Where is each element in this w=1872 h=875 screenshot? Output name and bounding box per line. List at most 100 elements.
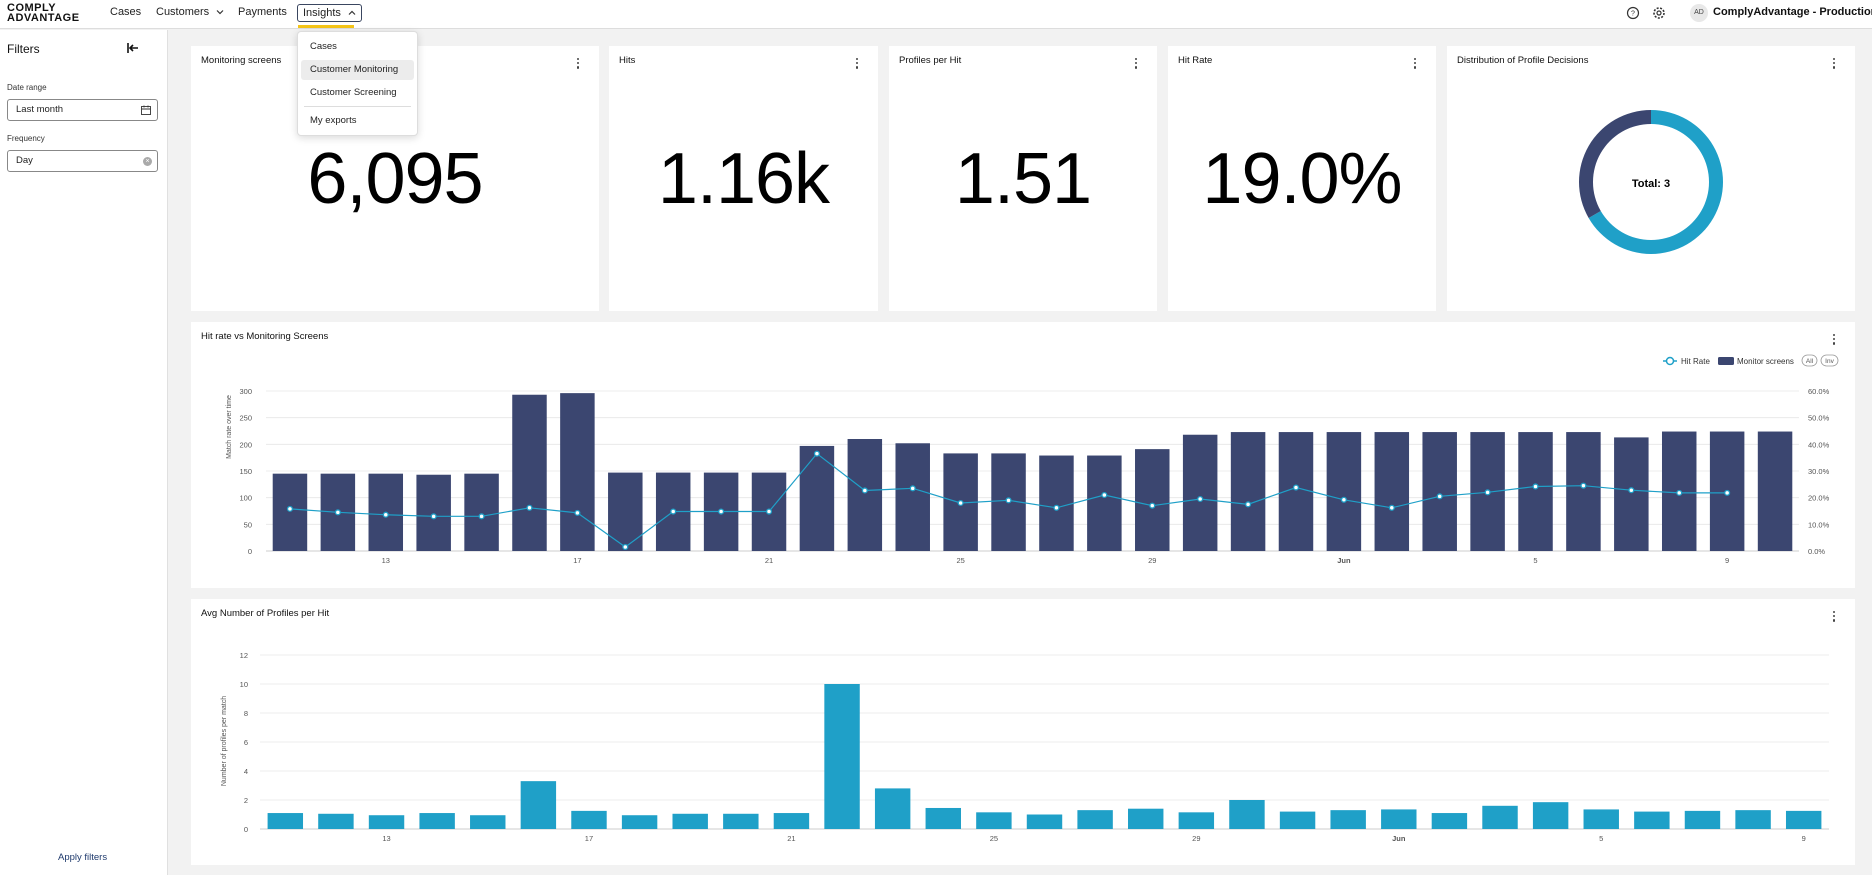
distribution-card: Distribution of Profile Decisions Total:… — [1447, 46, 1855, 311]
y-tick-label: 100 — [239, 494, 252, 503]
hit-rate-point — [1101, 491, 1108, 499]
x-tick-label: Jun — [1392, 834, 1406, 843]
bar-profiles-per-hit — [773, 813, 810, 829]
nav-payments[interactable]: Payments — [238, 0, 287, 25]
hit-rate-point — [382, 511, 389, 518]
monitoring-screens-card: Monitoring screens 6,095 — [191, 46, 599, 311]
y-tick-label: 10 — [240, 680, 248, 689]
filters-title: Filters — [7, 42, 40, 56]
apply-filters-button[interactable]: Apply filters — [58, 852, 108, 863]
x-tick-label: Jun — [1337, 556, 1351, 565]
bar-profiles-per-hit — [1532, 802, 1569, 829]
help-icon[interactable]: ? — [1625, 5, 1641, 21]
hit-rate-point — [1676, 489, 1683, 496]
more-options-icon[interactable] — [1135, 58, 1139, 70]
legend-monitor-label: Monitor screens — [1737, 357, 1794, 366]
bar-monitor-screens — [1039, 455, 1074, 551]
menu-item-cases[interactable]: Cases — [310, 41, 337, 52]
chart-legend: Hit Rate Monitor screens All Inv — [1663, 354, 1839, 367]
date-range-label: Date range — [7, 83, 47, 92]
nav-cases[interactable]: Cases — [110, 0, 141, 25]
donut-slice-1 — [1579, 110, 1651, 218]
frequency-value: Day — [16, 155, 33, 166]
bar-profiles-per-hit — [1785, 810, 1822, 829]
bar-profiles-per-hit — [976, 812, 1012, 829]
card-title: Profiles per Hit — [899, 55, 962, 66]
x-tick-label: 21 — [765, 556, 773, 565]
all-button-label: All — [1806, 358, 1814, 365]
x-tick-label: 29 — [1148, 556, 1156, 565]
date-range-value: Last month — [16, 104, 63, 115]
gear-icon[interactable] — [1651, 5, 1667, 21]
chevron-up-icon — [348, 10, 356, 16]
hit-rate-point — [1005, 497, 1012, 504]
insights-dropdown-menu: Cases Customer Monitoring Customer Scree… — [297, 31, 418, 136]
clear-icon[interactable]: × — [143, 157, 152, 166]
logo[interactable]: COMPLY ADVANTAGE — [7, 3, 80, 24]
collapse-sidebar-icon[interactable] — [126, 41, 140, 55]
more-options-icon[interactable] — [1414, 58, 1418, 70]
legend-monitor-screens[interactable]: Monitor screens — [1718, 357, 1794, 366]
card-title: Monitoring screens — [201, 55, 282, 66]
bar-profiles-per-hit — [1229, 800, 1265, 829]
calendar-icon[interactable] — [141, 105, 151, 115]
y2-tick-label: 20.0% — [1808, 494, 1830, 503]
x-tick-label: 5 — [1533, 556, 1537, 565]
donut-chart: Total: 3 — [1579, 110, 1723, 254]
y-tick-label: 150 — [239, 467, 252, 476]
bar-profiles-per-hit — [571, 810, 607, 829]
more-options-icon[interactable] — [1833, 58, 1837, 70]
bar-profiles-per-hit — [1735, 810, 1771, 829]
x-tick-label: 29 — [1192, 834, 1200, 843]
nav-insights[interactable]: Insights — [297, 4, 362, 22]
hit-rate-point — [909, 485, 916, 492]
more-options-icon[interactable] — [1833, 611, 1837, 623]
hit-rate-point — [574, 509, 581, 516]
more-options-icon[interactable] — [577, 58, 581, 70]
hit-rate-point — [670, 508, 677, 515]
filters-sidebar: Filters Date range Last month Frequency … — [0, 30, 168, 875]
nav-customers[interactable]: Customers — [156, 0, 224, 25]
bar-monitor-screens — [1757, 431, 1793, 551]
hit-rate-point — [718, 508, 725, 515]
card-title: Distribution of Profile Decisions — [1457, 55, 1589, 66]
account-switcher[interactable]: ComplyAdvantage - Production — [1713, 0, 1872, 25]
x-tick-label: 13 — [382, 834, 390, 843]
bar-profiles-per-hit — [1330, 810, 1366, 829]
frequency-select[interactable]: Day × — [7, 150, 158, 172]
more-options-icon[interactable] — [1833, 334, 1837, 346]
y-axis-label: Match rate over time — [226, 395, 233, 459]
bar-profiles-per-hit — [318, 813, 354, 829]
date-range-field[interactable]: Last month — [7, 99, 158, 121]
bar-monitor-screens — [895, 443, 930, 551]
bar-profiles-per-hit — [672, 813, 708, 829]
y-tick-label: 2 — [244, 796, 248, 805]
hit-rate-point — [1149, 502, 1156, 509]
hit-rate-point — [1388, 504, 1395, 511]
account-name: ComplyAdvantage - Production — [1713, 6, 1872, 18]
bar-monitor-screens — [847, 439, 883, 551]
more-options-icon[interactable] — [856, 58, 860, 70]
x-tick-label: 17 — [585, 834, 593, 843]
hit-rate-point — [478, 513, 485, 520]
hit-rate-point — [1197, 495, 1204, 503]
bar-profiles-per-hit — [1583, 809, 1619, 829]
svg-text:?: ? — [1631, 11, 1635, 18]
menu-item-customer-monitoring[interactable]: Customer Monitoring — [301, 60, 414, 80]
hit-rate-card: Hit Rate 19.0% — [1168, 46, 1436, 311]
menu-item-my-exports[interactable]: My exports — [310, 115, 357, 126]
bar-profiles-per-hit — [925, 807, 961, 829]
bar-profiles-per-hit — [368, 815, 405, 829]
nav-cases-label: Cases — [110, 6, 142, 18]
legend-all-button[interactable]: All — [1801, 354, 1818, 367]
nav-active-indicator — [298, 25, 354, 28]
avg-profiles-per-hit-card: Avg Number of Profiles per Hit Number of… — [191, 599, 1855, 865]
legend-inv-button[interactable]: Inv — [1820, 354, 1839, 367]
bar-monitor-screens — [1422, 432, 1457, 551]
menu-item-customer-screening[interactable]: Customer Screening — [310, 87, 397, 98]
bar-monitor-screens — [608, 472, 643, 551]
bar-profiles-per-hit — [621, 815, 658, 829]
legend-hit-rate[interactable]: Hit Rate — [1663, 356, 1710, 366]
avatar[interactable]: AD — [1690, 4, 1708, 22]
legend-hit-rate-label: Hit Rate — [1681, 357, 1710, 366]
